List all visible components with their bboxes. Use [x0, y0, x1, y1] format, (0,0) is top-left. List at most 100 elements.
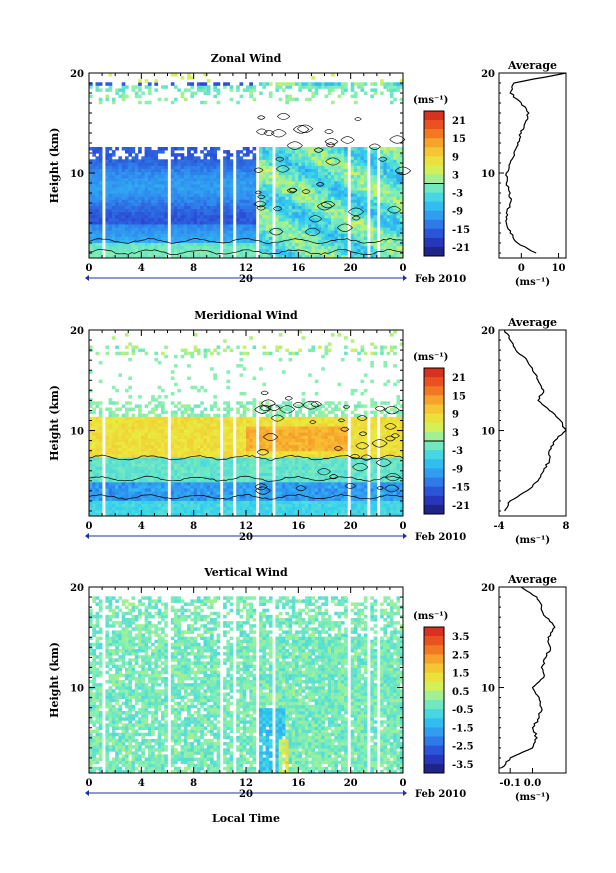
- heatmap-cell: [236, 242, 240, 247]
- heatmap-cell: [151, 227, 155, 231]
- heatmap-cell: [242, 171, 247, 176]
- heatmap-cell: [393, 211, 397, 216]
- heatmap-cell: [154, 190, 159, 194]
- heatmap-cell: [98, 199, 103, 203]
- heatmap-cell: [226, 481, 231, 486]
- heatmap-cell: [242, 165, 247, 169]
- heatmap-cell: [275, 221, 280, 225]
- heatmap-cell: [314, 91, 319, 95]
- heatmap-cell: [282, 156, 286, 160]
- heatmap-cell: [324, 248, 329, 253]
- heatmap-cell: [151, 221, 155, 225]
- heatmap-cell: [98, 435, 103, 439]
- heatmap-cell: [223, 171, 227, 176]
- heatmap-cell: [308, 254, 312, 259]
- heatmap-cell: [399, 193, 404, 197]
- heatmap-cell: [193, 509, 198, 514]
- heatmap-cell: [138, 227, 142, 231]
- heatmap-cell: [141, 506, 145, 511]
- heatmap-cell: [177, 500, 181, 504]
- heatmap-cell: [187, 441, 191, 446]
- heatmap-cell: [128, 485, 132, 489]
- heatmap-cell: [278, 150, 283, 154]
- heatmap-cell: [259, 242, 263, 247]
- heatmap-cell: [298, 202, 302, 206]
- heatmap-cell: [239, 171, 244, 176]
- heatmap-cell: [115, 91, 119, 95]
- heatmap-cell: [340, 168, 345, 173]
- heatmap-cell: [213, 177, 217, 182]
- heatmap-cell: [131, 444, 136, 449]
- heatmap-cell: [259, 150, 263, 154]
- heatmap-cell: [344, 251, 348, 256]
- heatmap-cell: [141, 242, 145, 247]
- heatmap-cell: [360, 224, 365, 228]
- heatmap-cell: [151, 438, 155, 442]
- heatmap-cell: [187, 168, 191, 173]
- heatmap-cell: [134, 177, 139, 182]
- heatmap-cell: [115, 248, 119, 253]
- heatmap-cell: [206, 426, 211, 430]
- heatmap-cell: [278, 82, 283, 86]
- heatmap-cell: [393, 221, 397, 225]
- heatmap-cell: [108, 398, 113, 402]
- heatmap-cell: [386, 180, 391, 185]
- heatmap-cell: [151, 395, 155, 399]
- heatmap-cell: [161, 472, 165, 477]
- heatmap-cell: [363, 224, 368, 228]
- heatmap-cell: [151, 444, 155, 449]
- heatmap-cell: [291, 171, 296, 176]
- heatmap-cell: [295, 147, 299, 151]
- heatmap-cell: [115, 500, 119, 504]
- heatmap-cell: [111, 509, 116, 514]
- heatmap-cell: [128, 435, 132, 439]
- heatmap-cell: [89, 426, 93, 430]
- heatmap-cell: [157, 454, 162, 458]
- heatmap-cell: [157, 193, 162, 197]
- contour-squiggle: [304, 227, 321, 237]
- heatmap-cell: [92, 153, 96, 157]
- heatmap-cell: [183, 208, 188, 213]
- heatmap-cell: [121, 506, 126, 511]
- heatmap-cell: [301, 254, 306, 259]
- heatmap-cell: [383, 168, 388, 173]
- heatmap-cell: [131, 165, 136, 169]
- heatmap-cell: [111, 97, 116, 102]
- heatmap-cell: [249, 165, 253, 169]
- heatmap-cell: [147, 168, 152, 173]
- heatmap-cell: [180, 488, 185, 492]
- heatmap-cell: [360, 239, 365, 243]
- heatmap-cell: [190, 230, 195, 234]
- heatmap-cell: [125, 168, 129, 173]
- heatmap-cell: [223, 236, 227, 240]
- heatmap-cell: [177, 423, 181, 427]
- heatmap-cell: [111, 429, 116, 433]
- heatmap-cell: [275, 159, 280, 163]
- heatmap-cell: [131, 168, 136, 173]
- heatmap-cell: [154, 463, 159, 467]
- heatmap-cell: [203, 506, 208, 511]
- heatmap-cell: [298, 150, 302, 154]
- heatmap-cell: [125, 503, 129, 508]
- heatmap-cell: [278, 233, 283, 237]
- heatmap-cell: [183, 221, 188, 225]
- heatmap-cell: [144, 227, 149, 231]
- heatmap-cell: [111, 254, 116, 259]
- heatmap-cell: [134, 85, 139, 89]
- heatmap-cell: [226, 503, 231, 508]
- heatmap-cell: [275, 171, 280, 176]
- heatmap-cell: [203, 193, 208, 197]
- heatmap-cell: [213, 211, 217, 216]
- heatmap-cell: [304, 211, 309, 216]
- heatmap-cell: [125, 150, 129, 154]
- heatmap-cell: [223, 348, 227, 353]
- heatmap-cell: [147, 202, 152, 206]
- heatmap-cell: [98, 475, 103, 480]
- heatmap-cell: [268, 82, 273, 86]
- heatmap-cell: [383, 199, 388, 203]
- heatmap-cell: [246, 217, 250, 222]
- heatmap-cell: [111, 190, 116, 194]
- heatmap-cell: [183, 494, 188, 498]
- heatmap-cell: [164, 457, 168, 461]
